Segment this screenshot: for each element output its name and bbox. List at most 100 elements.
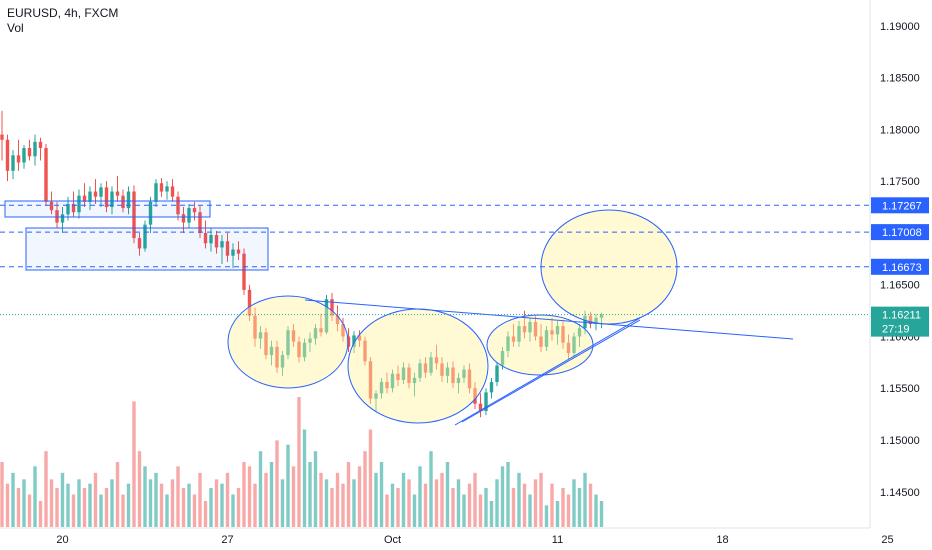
candle-body <box>330 299 334 316</box>
volume-bar <box>27 494 32 527</box>
volume-bar <box>363 451 367 527</box>
volume-bar <box>335 472 340 527</box>
volume-bar <box>236 488 241 527</box>
volume-bar <box>209 488 213 527</box>
candle-body <box>517 326 521 342</box>
candle-body <box>346 336 351 347</box>
price-level-tag-label: 1.16673 <box>882 262 922 274</box>
volume-bar <box>500 466 505 527</box>
candle-body <box>572 336 576 354</box>
candle-body <box>192 208 197 213</box>
candle-body <box>137 238 142 249</box>
volume-bar <box>0 462 4 527</box>
candle-body <box>49 201 54 211</box>
candle-body <box>401 367 406 380</box>
volume-bar <box>517 472 521 527</box>
candle-body <box>121 195 125 209</box>
candle-body <box>467 369 472 389</box>
volume-bar <box>126 483 131 527</box>
candle-body <box>511 336 516 342</box>
volume-bar <box>352 479 356 527</box>
price-level-tag <box>871 224 929 241</box>
resistance-box-upper[interactable] <box>4 200 211 218</box>
price-level-tag-label: 1.17267 <box>882 200 922 212</box>
volume-bar <box>346 462 351 527</box>
volume-bar <box>77 479 81 527</box>
candle-body <box>264 332 268 356</box>
candle-body <box>418 363 422 378</box>
volume-bar <box>423 483 428 527</box>
volume-bar <box>533 479 538 527</box>
candle-body <box>456 377 461 384</box>
volume-bar <box>456 479 461 527</box>
volume-bar <box>269 462 274 527</box>
candle-body <box>71 203 76 213</box>
volume-bar <box>572 479 576 527</box>
pattern-ellipse-3[interactable] <box>486 314 594 376</box>
candle-body <box>93 191 98 197</box>
volume-bar <box>187 483 191 527</box>
volume-bar <box>599 501 604 527</box>
candle-body <box>396 373 400 380</box>
volume-bar <box>550 483 554 527</box>
candle-body <box>594 317 598 325</box>
volume-bar <box>137 451 142 527</box>
x-tick-label: 25 <box>881 534 893 546</box>
candle-body <box>253 315 257 339</box>
candle-body <box>209 235 213 244</box>
volume-bar <box>154 472 158 527</box>
volume-bar <box>247 466 252 527</box>
volume-bar <box>445 462 450 527</box>
candle-body <box>176 196 180 215</box>
volume-bar <box>583 472 587 527</box>
candle-body <box>319 328 323 333</box>
candle-body <box>484 392 488 412</box>
candle-body <box>412 377 417 384</box>
candle-body <box>445 367 450 376</box>
ascending-trendline-1[interactable] <box>454 317 641 426</box>
drawings[interactable] <box>4 200 794 426</box>
y-tick-label: 1.16500 <box>880 280 920 292</box>
y-tick-label: 1.15500 <box>880 383 920 395</box>
candle-body <box>0 134 4 140</box>
candle-body <box>115 191 120 196</box>
volume-bar <box>489 501 494 527</box>
time-axis[interactable]: 2027Oct111825Nov <box>56 534 932 546</box>
volume-bar <box>401 472 406 527</box>
volume-bar <box>379 462 384 527</box>
candle-body <box>297 341 301 358</box>
pattern-ellipse-1[interactable] <box>227 295 349 389</box>
candle-body <box>440 363 444 376</box>
candle-body <box>154 183 158 202</box>
candle-body <box>352 335 356 347</box>
candle-body <box>27 148 32 157</box>
resistance-box-lower[interactable] <box>25 227 269 271</box>
descending-trendline[interactable] <box>304 299 794 340</box>
volume-bar <box>544 505 549 527</box>
volume-bar <box>291 466 296 527</box>
candle-body <box>66 203 70 215</box>
candle-body <box>555 326 560 335</box>
volume-bar <box>214 479 219 527</box>
candle-body <box>143 224 147 249</box>
volume-bar <box>33 466 37 527</box>
volume-bar <box>495 479 499 527</box>
volume-bar <box>308 462 312 527</box>
candle-body <box>533 321 538 337</box>
candle-body <box>280 355 285 368</box>
candle-body <box>550 330 554 335</box>
volume-bar <box>203 501 208 527</box>
horizontal-levels[interactable] <box>0 204 870 316</box>
candle-body <box>451 367 455 384</box>
y-tick-label: 1.15000 <box>880 435 920 447</box>
candle-body <box>599 314 604 318</box>
pattern-ellipse-2[interactable] <box>347 308 489 424</box>
volume-bar <box>330 488 334 527</box>
volume-bar <box>231 494 235 527</box>
x-tick-label: 11 <box>552 534 563 546</box>
volume-bar <box>341 483 345 527</box>
candle-body <box>368 361 373 399</box>
volume-bar <box>467 483 472 527</box>
ascending-trendline-2[interactable] <box>461 319 641 423</box>
